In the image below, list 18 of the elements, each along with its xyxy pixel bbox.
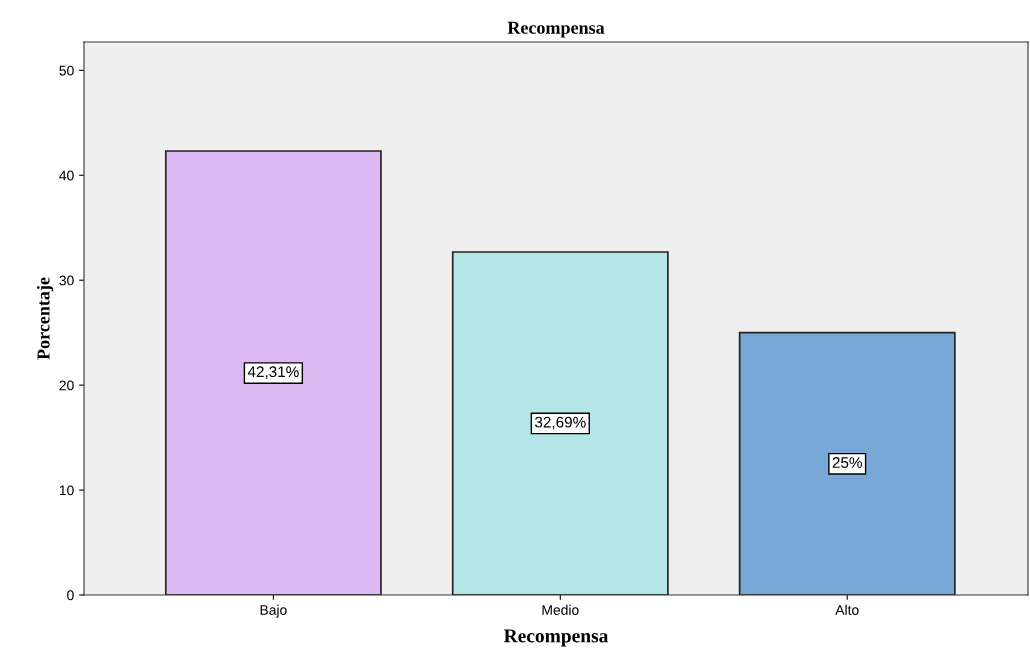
bar (451, 251, 669, 595)
data-label: 25% (832, 457, 862, 468)
bar (738, 331, 956, 595)
bar (164, 150, 382, 595)
y-axis-title: Porcentaje (36, 277, 54, 360)
y-tick-label: 50 (59, 65, 74, 76)
y-tick-label: 40 (59, 170, 74, 181)
data-label: 32,69% (534, 416, 586, 430)
data-label: 42,31% (247, 366, 299, 379)
y-tick-label: 20 (59, 380, 74, 391)
x-tick-label: Alto (835, 604, 859, 615)
y-tick-label: 30 (59, 275, 74, 286)
x-axis-title: Recompensa (503, 629, 609, 647)
x-tick-label: Medio (542, 604, 579, 615)
chart-title: Recompensa (507, 21, 605, 38)
x-tick-label: Bajo (260, 604, 287, 618)
y-tick-label: 10 (59, 485, 74, 496)
y-tick-label: 0 (67, 590, 74, 601)
